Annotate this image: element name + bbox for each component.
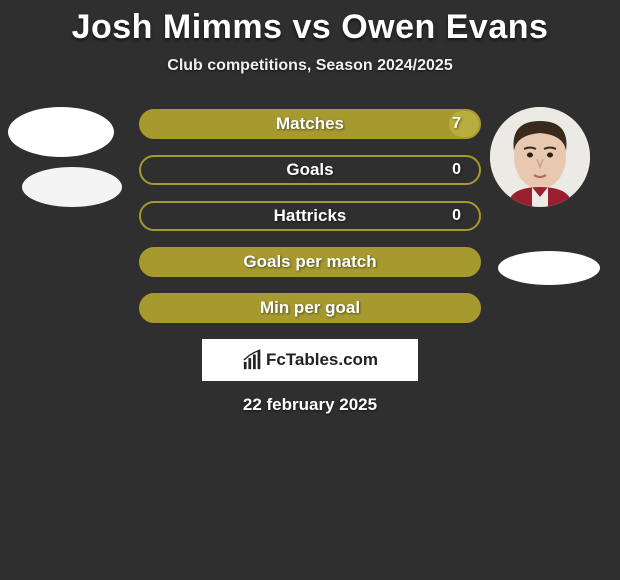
subtitle: Club competitions, Season 2024/2025	[0, 57, 620, 75]
player-left-avatar-2	[22, 167, 122, 207]
content-area: Matches 7 Goals 0 Hattricks 0 Goals per match M…	[0, 109, 620, 415]
chart-icon	[242, 349, 264, 371]
stat-value-right: 0	[452, 161, 461, 179]
stat-label: Goals	[286, 160, 333, 180]
stat-bar-goals: Goals 0	[139, 155, 481, 185]
stat-label: Goals per match	[243, 252, 376, 272]
logo-box[interactable]: FcTables.com	[202, 339, 418, 381]
stat-label: Min per goal	[260, 298, 360, 318]
logo-text: FcTables.com	[266, 350, 378, 370]
stat-bars: Matches 7 Goals 0 Hattricks 0 Goals per match M…	[139, 109, 481, 323]
page-title: Josh Mimms vs Owen Evans	[0, 8, 620, 47]
date-text: 22 february 2025	[0, 395, 620, 415]
stat-value-right: 0	[452, 207, 461, 225]
stat-bar-hattricks: Hattricks 0	[139, 201, 481, 231]
stat-bar-matches: Matches 7	[139, 109, 481, 139]
stat-label: Hattricks	[274, 206, 347, 226]
face-icon	[490, 107, 590, 207]
stat-bar-goals-per-match: Goals per match	[139, 247, 481, 277]
stat-label: Matches	[276, 114, 344, 134]
player-right-name-pill	[498, 251, 600, 285]
stat-value-right: 7	[452, 115, 461, 133]
stat-bar-min-per-goal: Min per goal	[139, 293, 481, 323]
player-right-avatar	[490, 107, 590, 207]
infographic-root: Josh Mimms vs Owen Evans Club competitio…	[0, 0, 620, 415]
player-left-avatar-1	[8, 107, 114, 157]
logo: FcTables.com	[242, 349, 378, 371]
